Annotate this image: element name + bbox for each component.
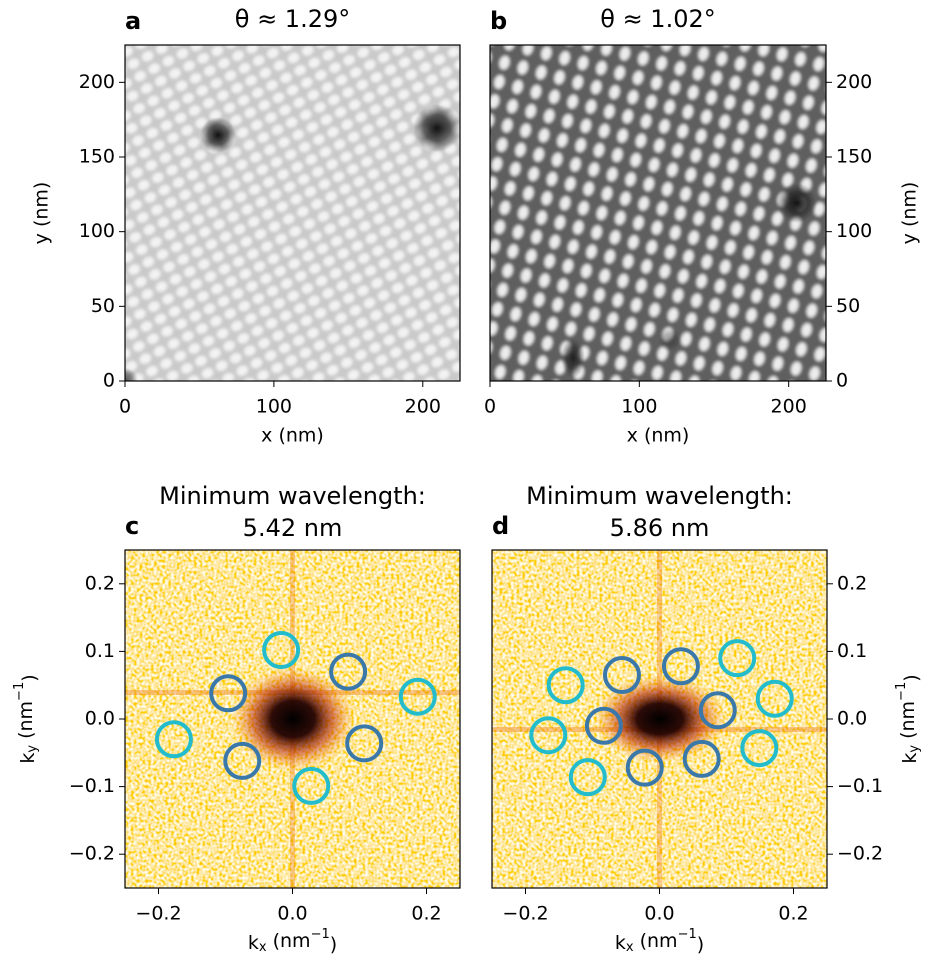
y-axis-label: ky (nm−1)	[12, 674, 40, 763]
y-axis-label-part: (nm	[15, 701, 37, 745]
peak-circle	[292, 766, 331, 805]
y-axis-label-part: )	[18, 674, 40, 681]
panel-subtitle: 5.42 nm	[243, 514, 343, 542]
peak-circle	[529, 716, 568, 755]
peak-circle	[546, 666, 585, 705]
x-axis-label-part: x	[259, 939, 267, 954]
image-a	[125, 45, 460, 381]
y-tick-label: 50	[836, 295, 860, 317]
y-axis-label-part: k	[899, 753, 921, 764]
x-axis-label-part: −1	[311, 927, 330, 942]
panel-title: Minimum wavelength:	[526, 482, 793, 510]
x-tick-label: −0.2	[135, 903, 181, 925]
y-axis-label-part: (nm	[897, 701, 919, 745]
y-tick-label: 50	[91, 295, 115, 317]
y-tick-label: 0.0	[837, 708, 867, 730]
x-tick-label: 0.0	[277, 903, 307, 925]
y-tick-label: 200	[836, 71, 872, 93]
y-tick-label: 0.2	[85, 572, 115, 594]
peak-circle	[154, 720, 193, 759]
peak-circle	[740, 729, 779, 768]
image-b	[490, 45, 826, 381]
y-tick-label: 150	[79, 146, 115, 168]
panel-title: Minimum wavelength:	[159, 482, 426, 510]
y-axis-label: y (nm)	[899, 182, 921, 245]
x-axis-label-part: k	[615, 932, 626, 954]
peak-circle	[345, 724, 384, 763]
x-tick-label: 0	[119, 396, 131, 418]
x-tick-label: −0.2	[502, 903, 548, 925]
panel-letter: a	[125, 7, 141, 35]
y-tick-label: −0.1	[837, 775, 883, 797]
frame	[489, 44, 827, 382]
x-axis-label-part: −1	[678, 927, 697, 942]
x-axis-label-part: (nm	[634, 930, 678, 952]
peak-circle	[661, 647, 700, 686]
x-axis-label-part: )	[697, 933, 704, 955]
x-tick-label: 0	[484, 396, 496, 418]
y-tick-label: 200	[79, 71, 115, 93]
y-axis-label-part: −1	[894, 682, 909, 701]
peak-circle	[755, 679, 794, 718]
y-tick-label: 0.1	[85, 640, 115, 662]
peak-circle	[718, 639, 757, 678]
x-axis-label-part: x	[626, 939, 634, 954]
panel-letter: d	[492, 512, 509, 540]
peak-circle	[398, 677, 437, 716]
panel-title: θ ≈ 1.02°	[600, 5, 716, 33]
panel-subtitle: 5.86 nm	[610, 514, 710, 542]
x-tick-label: 100	[256, 396, 292, 418]
y-axis-label-part: y	[24, 745, 39, 753]
x-tick-label: 0.2	[778, 903, 808, 925]
y-axis-label: y (nm)	[31, 182, 53, 245]
y-tick-label: 0.0	[85, 708, 115, 730]
peak-circle	[584, 706, 623, 745]
y-tick-label: −0.1	[69, 775, 115, 797]
y-tick-label: 0.1	[837, 640, 867, 662]
y-axis-label-part: )	[900, 674, 922, 681]
y-tick-label: −0.2	[69, 843, 115, 865]
peak-circle	[625, 748, 664, 787]
x-tick-label: 200	[771, 396, 807, 418]
y-axis-label: ky (nm−1)	[894, 674, 922, 763]
y-axis-label-part: k	[17, 753, 39, 764]
x-axis-label-part: k	[248, 932, 259, 954]
panel-letter: c	[125, 512, 139, 540]
y-tick-label: −0.2	[837, 843, 883, 865]
x-tick-label: 200	[405, 396, 441, 418]
peak-circle	[262, 631, 301, 670]
y-tick-label: 0	[103, 370, 115, 392]
x-axis-label-part: )	[330, 933, 337, 955]
peak-circle	[698, 691, 737, 730]
fft-c	[125, 550, 460, 888]
x-tick-label: 0.2	[411, 903, 441, 925]
x-axis-label: kx (nm−1)	[615, 927, 704, 955]
panel-title: θ ≈ 1.29°	[235, 5, 351, 33]
y-tick-label: 100	[79, 220, 115, 242]
peak-circle	[682, 739, 721, 778]
y-axis-label-part: y	[906, 745, 921, 753]
y-tick-label: 150	[836, 146, 872, 168]
x-axis-label: x (nm)	[261, 425, 324, 447]
x-axis-label: kx (nm−1)	[248, 927, 337, 955]
frame	[124, 44, 461, 382]
peak-circle	[568, 758, 607, 797]
y-tick-label: 0.2	[837, 572, 867, 594]
x-axis-label-part: (nm	[267, 930, 311, 952]
peak-circle	[209, 674, 248, 713]
panel-letter: b	[490, 7, 507, 35]
x-tick-label: 0.0	[644, 903, 674, 925]
peak-circle	[329, 652, 368, 691]
x-tick-label: 100	[621, 396, 657, 418]
x-axis-label: x (nm)	[627, 425, 690, 447]
peak-circle	[223, 741, 262, 780]
y-axis-label-part: −1	[12, 682, 27, 701]
y-tick-label: 0	[836, 370, 848, 392]
y-tick-label: 100	[836, 220, 872, 242]
peak-circle	[602, 656, 641, 695]
